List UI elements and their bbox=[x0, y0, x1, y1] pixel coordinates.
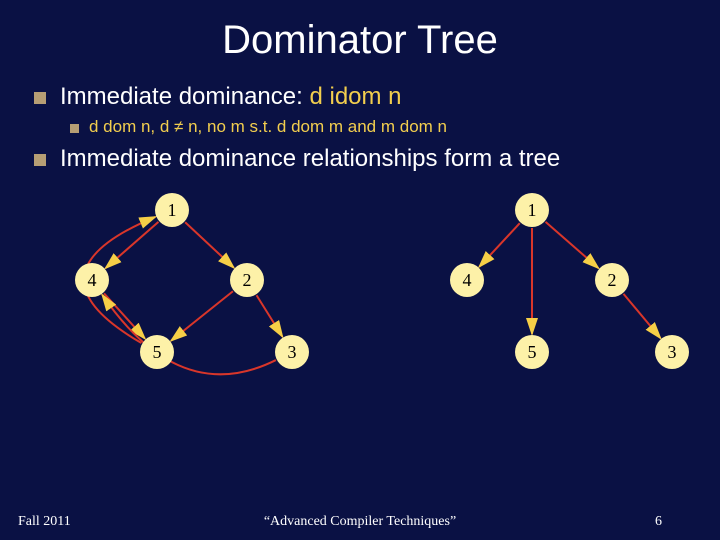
footer-page: 6 bbox=[655, 514, 662, 530]
node-right-5: 5 bbox=[515, 335, 549, 369]
node-left-4: 4 bbox=[75, 263, 109, 297]
node-left-2: 2 bbox=[230, 263, 264, 297]
bullet-icon bbox=[34, 154, 46, 166]
bullet-definition: d dom n, d ≠ n, no m s.t. d dom m and m … bbox=[70, 117, 720, 137]
bullet-tree: Immediate dominance relationships form a… bbox=[34, 145, 686, 173]
node-left-1: 1 bbox=[155, 193, 189, 227]
bullet3-text: Immediate dominance relationships form a… bbox=[60, 145, 560, 173]
edges-svg bbox=[0, 183, 720, 433]
footer-left: Fall 2011 bbox=[18, 514, 71, 530]
diagram-area: 1 4 2 5 3 1 4 2 5 3 bbox=[0, 183, 720, 433]
bullet2-text: d dom n, d ≠ n, no m s.t. d dom m and m … bbox=[89, 117, 447, 137]
node-right-4: 4 bbox=[450, 263, 484, 297]
bullet1-text: Immediate dominance: bbox=[60, 83, 309, 110]
node-left-3: 3 bbox=[275, 335, 309, 369]
node-left-5: 5 bbox=[140, 335, 174, 369]
footer: Fall 2011 “Advanced Compiler Techniques”… bbox=[0, 514, 720, 530]
node-right-2: 2 bbox=[595, 263, 629, 297]
bullet1-yellow: d idom n bbox=[309, 83, 401, 110]
page-title: Dominator Tree bbox=[0, 0, 720, 63]
bullet-icon bbox=[34, 92, 46, 104]
bullet-immediate-dominance: Immediate dominance: d idom n bbox=[34, 83, 720, 111]
bullet-icon bbox=[70, 124, 79, 133]
node-right-3: 3 bbox=[655, 335, 689, 369]
footer-center: “Advanced Compiler Techniques” bbox=[0, 514, 720, 530]
node-right-1: 1 bbox=[515, 193, 549, 227]
